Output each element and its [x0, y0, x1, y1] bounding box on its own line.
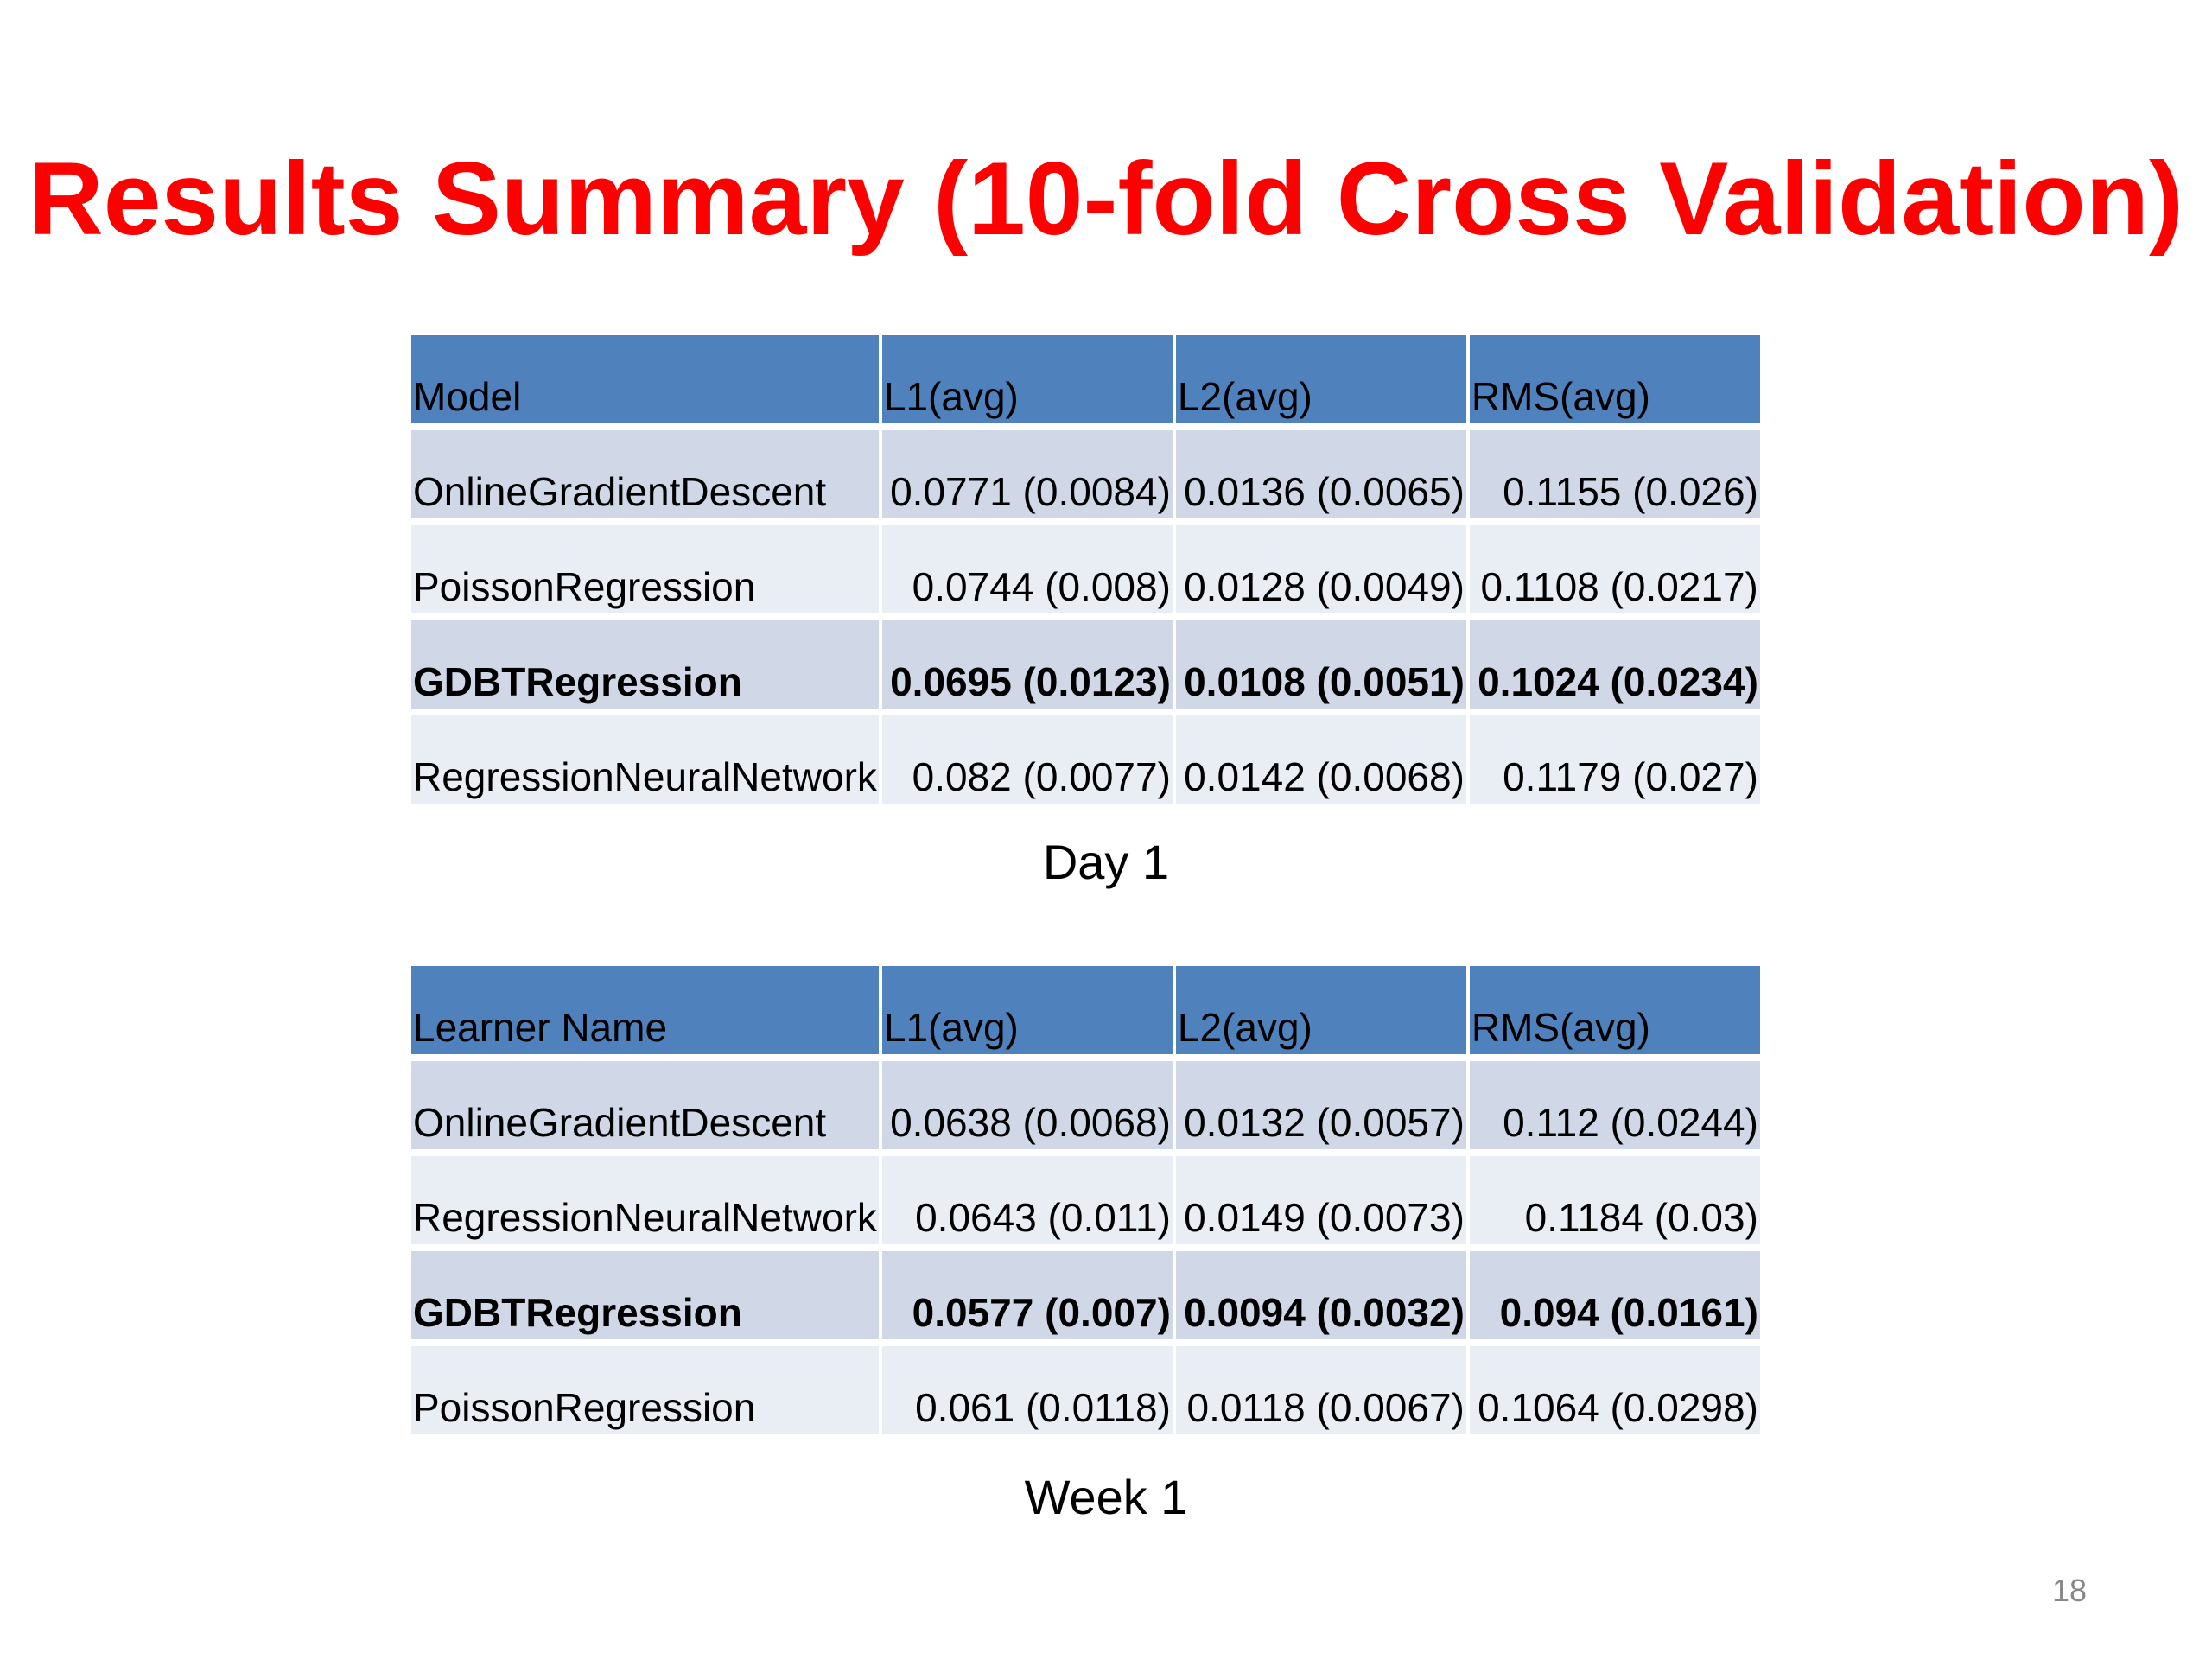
column-header-l1: L1(avg) — [881, 966, 1173, 1054]
page-number: 18 — [2051, 1573, 2087, 1608]
slide-title: Results Summary (10-fold Cross Validatio… — [29, 141, 2183, 257]
table-row: OnlineGradientDescent 0.0638 (0.0068) 0.… — [411, 1061, 1760, 1149]
table-caption-week1: Week 1 — [1024, 1470, 1188, 1524]
model-name-cell: RegressionNeuralNetwork — [411, 1156, 879, 1244]
table-header-row: Model L1(avg) L2(avg) RMS(avg) — [411, 335, 1760, 423]
rms-cell: 0.094 (0.0161) — [1469, 1251, 1760, 1339]
l2-cell: 0.0149 (0.0073) — [1175, 1156, 1466, 1244]
table-header-row: Learner Name L1(avg) L2(avg) RMS(avg) — [411, 966, 1760, 1054]
model-name-cell: GDBTRegression — [411, 1251, 879, 1339]
column-header-rms: RMS(avg) — [1469, 335, 1760, 423]
l1-cell: 0.0771 (0.0084) — [881, 430, 1173, 518]
rms-cell: 0.1179 (0.027) — [1469, 715, 1760, 804]
table-row-best: GDBTRegression 0.0695 (0.0123) 0.0108 (0… — [411, 620, 1760, 709]
model-name-cell: OnlineGradientDescent — [411, 430, 879, 518]
column-header-l2: L2(avg) — [1175, 335, 1466, 423]
l2-cell: 0.0142 (0.0068) — [1175, 715, 1466, 804]
column-header-rms: RMS(avg) — [1469, 966, 1760, 1054]
model-name-cell: PoissonRegression — [411, 1346, 879, 1434]
column-header-model: Model — [411, 335, 879, 423]
table-caption-day1: Day 1 — [1042, 835, 1170, 889]
rms-cell: 0.1024 (0.0234) — [1469, 620, 1760, 709]
l2-cell: 0.0136 (0.0065) — [1175, 430, 1466, 518]
model-name-cell: PoissonRegression — [411, 525, 879, 613]
rms-cell: 0.112 (0.0244) — [1469, 1061, 1760, 1149]
table-row: RegressionNeuralNetwork 0.0643 (0.011) 0… — [411, 1156, 1760, 1244]
table-row: OnlineGradientDescent 0.0771 (0.0084) 0.… — [411, 430, 1760, 518]
l1-cell: 0.082 (0.0077) — [881, 715, 1173, 804]
l2-cell: 0.0094 (0.0032) — [1175, 1251, 1466, 1339]
l1-cell: 0.0695 (0.0123) — [881, 620, 1173, 709]
rms-cell: 0.1064 (0.0298) — [1469, 1346, 1760, 1434]
results-table-week1: Learner Name L1(avg) L2(avg) RMS(avg) On… — [408, 959, 1764, 1441]
rms-cell: 0.1108 (0.0217) — [1469, 525, 1760, 613]
table-row-best: GDBTRegression 0.0577 (0.007) 0.0094 (0.… — [411, 1251, 1760, 1339]
l1-cell: 0.0744 (0.008) — [881, 525, 1173, 613]
l2-cell: 0.0128 (0.0049) — [1175, 525, 1466, 613]
l2-cell: 0.0118 (0.0067) — [1175, 1346, 1466, 1434]
l1-cell: 0.0638 (0.0068) — [881, 1061, 1173, 1149]
rms-cell: 0.1184 (0.03) — [1469, 1156, 1760, 1244]
l1-cell: 0.061 (0.0118) — [881, 1346, 1173, 1434]
l2-cell: 0.0108 (0.0051) — [1175, 620, 1466, 709]
model-name-cell: OnlineGradientDescent — [411, 1061, 879, 1149]
table-row: PoissonRegression 0.0744 (0.008) 0.0128 … — [411, 525, 1760, 613]
rms-cell: 0.1155 (0.026) — [1469, 430, 1760, 518]
column-header-learner-name: Learner Name — [411, 966, 879, 1054]
column-header-l1: L1(avg) — [881, 335, 1173, 423]
table-row: PoissonRegression 0.061 (0.0118) 0.0118 … — [411, 1346, 1760, 1434]
table-row: RegressionNeuralNetwork 0.082 (0.0077) 0… — [411, 715, 1760, 804]
column-header-l2: L2(avg) — [1175, 966, 1466, 1054]
results-table-day1: Model L1(avg) L2(avg) RMS(avg) OnlineGra… — [408, 328, 1764, 810]
l2-cell: 0.0132 (0.0057) — [1175, 1061, 1466, 1149]
l1-cell: 0.0643 (0.011) — [881, 1156, 1173, 1244]
l1-cell: 0.0577 (0.007) — [881, 1251, 1173, 1339]
model-name-cell: GDBTRegression — [411, 620, 879, 709]
model-name-cell: RegressionNeuralNetwork — [411, 715, 879, 804]
